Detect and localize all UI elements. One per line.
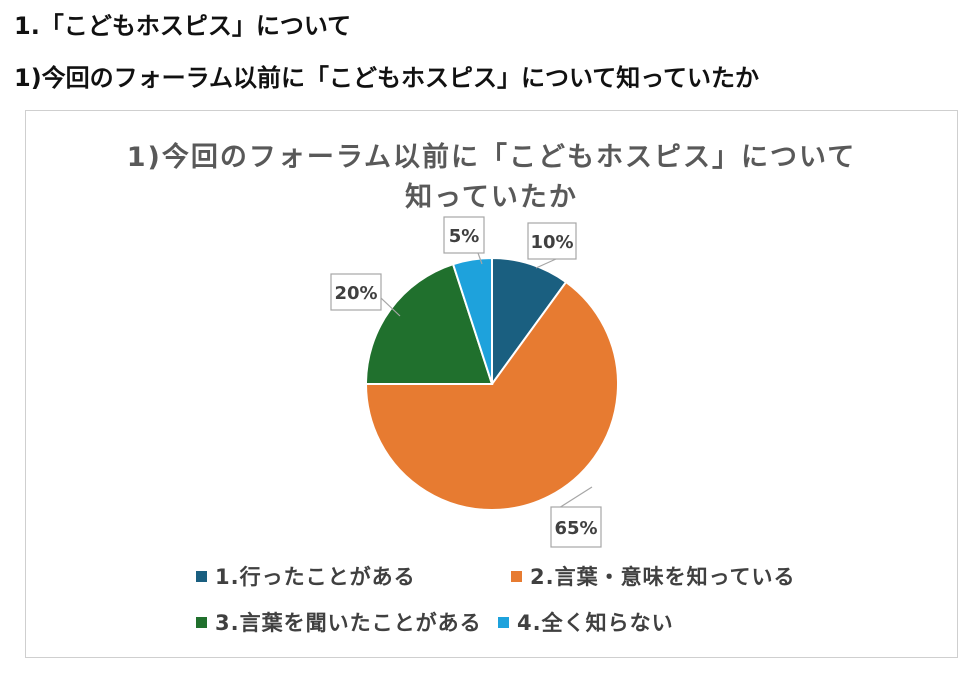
legend-item-4: 4.全く知らない	[498, 607, 674, 637]
legend-swatch-4	[498, 616, 509, 628]
svg-text:65%: 65%	[554, 518, 597, 539]
legend-item-2: 2.言葉・意味を知っている	[511, 561, 796, 591]
pie-slice-1	[491, 256, 568, 388]
data-label-4: 5%	[443, 216, 485, 265]
pie-slice-3	[364, 262, 494, 385]
pie-chart: 10% 65% 20% 5%	[330, 216, 619, 548]
svg-text:20%: 20%	[334, 283, 377, 304]
legend-swatch-3	[196, 616, 207, 628]
section-heading: 1.「こどもホスピス」について	[14, 12, 352, 40]
legend-label-4: 4.全く知らない	[517, 611, 674, 635]
legend-item-1: 1.行ったことがある	[196, 561, 416, 591]
legend-label-1: 1.行ったことがある	[215, 565, 416, 589]
data-label-3: 20%	[330, 273, 401, 317]
svg-text:5%: 5%	[449, 226, 480, 247]
data-label-2: 65%	[550, 486, 602, 548]
legend-swatch-2	[511, 570, 522, 582]
question-heading: 1)今回のフォーラム以前に「こどもホスピス」について知っていたか	[14, 64, 760, 92]
legend-swatch-1	[196, 570, 207, 582]
pie-slice-4	[451, 256, 493, 385]
legend-label-3: 3.言葉を聞いたことがある	[215, 611, 482, 635]
svg-text:10%: 10%	[530, 232, 573, 253]
data-label-1: 10%	[527, 222, 577, 269]
chart-area: 1)今回のフォーラム以前に「こどもホスピス」について 知っていたか 10% 65%…	[25, 110, 958, 658]
pie-slice-2	[364, 280, 619, 511]
legend-item-3: 3.言葉を聞いたことがある	[196, 607, 482, 637]
legend-label-2: 2.言葉・意味を知っている	[530, 565, 796, 589]
chart-title-line1: 1)今回のフォーラム以前に「こどもホスピス」について	[126, 142, 857, 173]
chart-title-line2: 知っていたか	[405, 182, 578, 213]
